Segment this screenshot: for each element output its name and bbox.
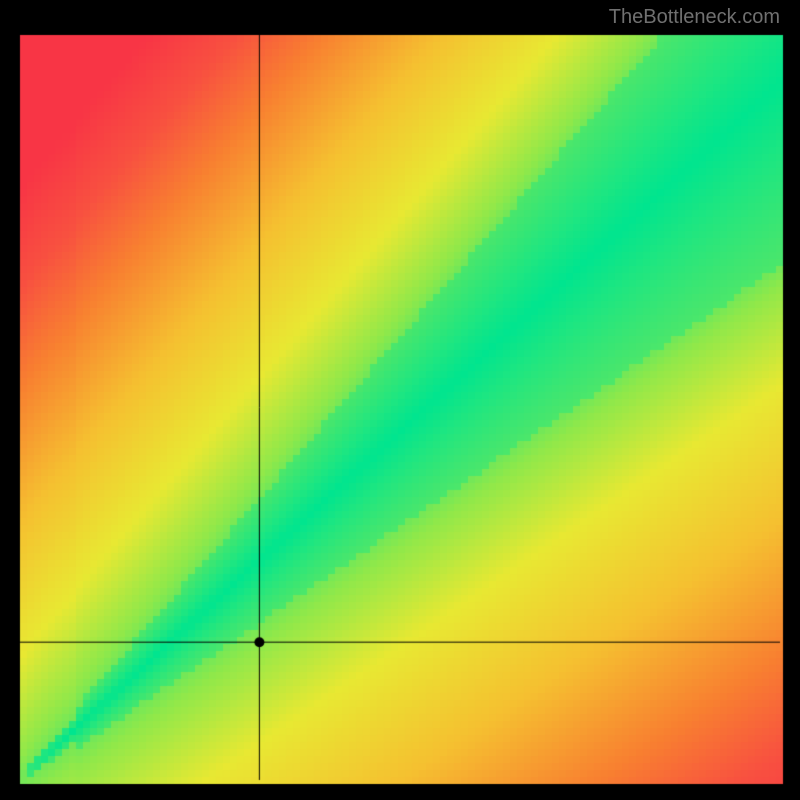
chart-container: TheBottleneck.com — [0, 0, 800, 800]
attribution-text: TheBottleneck.com — [609, 6, 780, 29]
heatmap-canvas — [0, 0, 800, 800]
